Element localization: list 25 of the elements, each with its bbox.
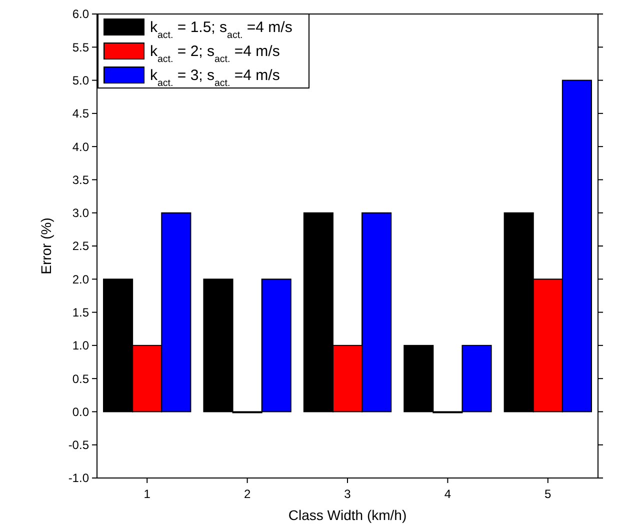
x-tick-label: 4 (444, 487, 452, 501)
y-tick-label: 3.5 (72, 172, 90, 187)
y-tick-label: 5.0 (72, 73, 90, 88)
y-tick-label: 1.5 (72, 305, 90, 320)
y-tick-label: -1.0 (68, 471, 90, 486)
x-tick-label: 1 (144, 487, 151, 501)
legend-label: k$_{act.}$ = 1.5; s$_{act.}$ =4 m/s (150, 19, 292, 40)
y-tick-label: 0.0 (72, 404, 90, 419)
y-tick-label: -0.5 (68, 438, 90, 452)
y-tick-label: 4.0 (72, 140, 90, 154)
y-tick-label: 2.5 (72, 239, 90, 254)
y-tick-label: 4.5 (72, 106, 90, 121)
legend-label: k$_{act.}$ = 3; s$_{act.}$ =4 m/s (150, 67, 280, 88)
y-tick-label: 6.0 (72, 7, 90, 22)
y-tick-label: 3.0 (72, 206, 90, 220)
y-tick-label: 1.0 (72, 338, 90, 353)
y-tick-label: 0.5 (72, 372, 90, 386)
x-tick-label: 3 (344, 487, 352, 501)
x-tick-label: 2 (244, 487, 251, 501)
x-axis-title: Class Width (km/h) (288, 507, 407, 523)
y-tick-label: 5.5 (72, 40, 90, 54)
y-axis-title: Error (%) (38, 218, 54, 274)
x-tick-label: 5 (544, 487, 552, 501)
y-tick-label: 2.0 (72, 272, 90, 286)
legend-label: k$_{act.}$ = 2; s$_{act.}$ =4 m/s (150, 43, 280, 64)
